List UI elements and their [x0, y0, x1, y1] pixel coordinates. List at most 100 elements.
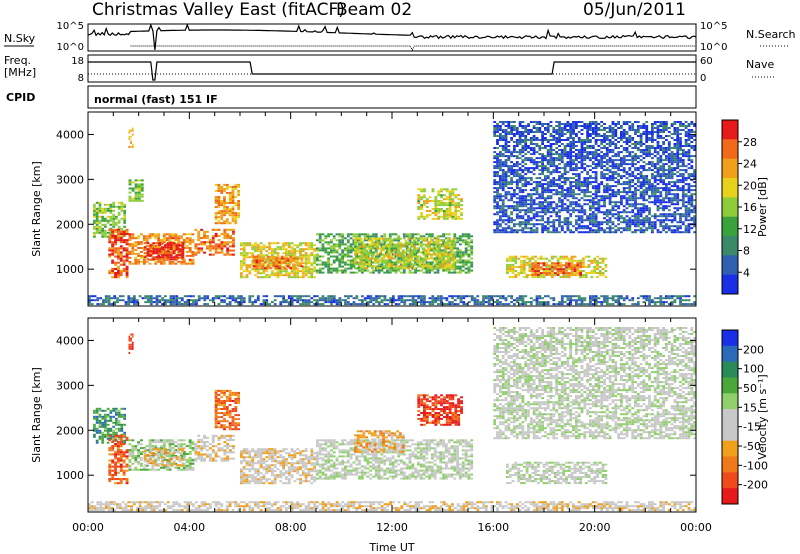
heatmap-cell — [642, 123, 646, 125]
heatmap-cell — [467, 255, 471, 258]
heatmap-cell — [255, 267, 259, 270]
heatmap-cell — [428, 210, 432, 212]
heatmap-cell — [555, 229, 559, 232]
heatmap-cell — [541, 141, 544, 143]
heatmap-cell — [493, 229, 497, 232]
heatmap-cell — [231, 202, 235, 204]
heatmap-cell — [122, 239, 126, 242]
heatmap-cell — [521, 165, 525, 168]
heatmap-cell — [552, 189, 556, 192]
heatmap-cell — [287, 254, 291, 257]
heatmap-cell — [560, 123, 564, 125]
heatmap-cell — [158, 252, 162, 255]
heatmap-cell — [417, 196, 421, 199]
heatmap-cell — [231, 194, 235, 196]
heatmap-cell — [265, 254, 269, 257]
heatmap-cell — [115, 223, 118, 226]
heatmap-cell — [541, 193, 544, 196]
heatmap-cell — [504, 195, 508, 198]
heatmap-cell — [598, 274, 602, 277]
heatmap-cell — [454, 204, 458, 207]
heatmap-cell — [307, 276, 311, 279]
heatmap-cell — [549, 165, 553, 168]
heatmap-cell — [651, 191, 654, 194]
heatmap-cell — [605, 195, 609, 198]
heatmap-cell — [122, 263, 126, 266]
heatmap-cell — [545, 265, 549, 268]
heatmap-cell — [611, 195, 615, 198]
heatmap-cell — [370, 239, 374, 242]
heatmap-cell — [441, 259, 445, 262]
heatmap-cell — [597, 227, 601, 230]
heatmap-cell — [286, 259, 290, 262]
heatmap-cell — [143, 242, 147, 245]
heatmap-cell — [282, 266, 285, 269]
heatmap-cell — [263, 267, 267, 270]
heatmap-cell — [125, 230, 129, 233]
heatmap-cell — [258, 261, 262, 264]
heatmap-cell — [532, 225, 536, 228]
heatmap-cell — [134, 245, 138, 247]
heatmap-cell — [539, 266, 543, 269]
heatmap-cell — [521, 139, 525, 141]
heatmap-cell — [518, 135, 522, 137]
heatmap-cell — [440, 204, 443, 207]
heatmap-cell — [119, 259, 123, 262]
heatmap-cell — [563, 177, 567, 180]
heatmap-cell — [575, 227, 578, 230]
heatmap-cell — [327, 269, 330, 272]
heatmap-cell — [608, 231, 612, 234]
heatmap-cell — [603, 191, 606, 194]
heatmap-cell — [461, 263, 465, 266]
heatmap-cell — [307, 246, 311, 249]
heatmap-cell — [659, 195, 663, 198]
heatmap-cell — [565, 262, 568, 265]
heatmap-cell — [310, 272, 314, 275]
heatmap-cell — [499, 185, 502, 188]
heatmap-cell — [651, 139, 654, 141]
heatmap-cell — [382, 257, 385, 260]
heatmap-cell — [420, 196, 424, 199]
heatmap-cell — [532, 229, 536, 232]
heatmap-cell — [452, 237, 456, 240]
heatmap-cell — [461, 265, 465, 268]
heatmap-cell — [354, 261, 357, 264]
heatmap-cell — [279, 264, 283, 267]
heatmap-cell — [301, 248, 305, 251]
heatmap-cell — [360, 251, 364, 254]
heatmap-cell — [237, 194, 240, 196]
heatmap-cell — [304, 268, 308, 271]
heatmap-cell — [611, 149, 615, 151]
heatmap-cell — [549, 231, 553, 234]
heatmap-cell — [583, 127, 587, 129]
heatmap-cell — [511, 265, 515, 268]
heatmap-cell — [321, 261, 325, 264]
heatmap-cell — [359, 249, 363, 252]
heatmap-cell — [418, 251, 422, 254]
heatmap-cell — [634, 143, 637, 145]
heatmap-cell — [620, 231, 623, 234]
heatmap-cell — [499, 153, 502, 156]
heatmap-cell — [93, 205, 96, 208]
heatmap-cell — [142, 254, 146, 257]
heatmap-cell — [510, 171, 513, 174]
heatmap-cell — [346, 267, 350, 270]
heatmap-cell — [525, 263, 529, 266]
heatmap-cell — [501, 153, 505, 156]
heatmap-cell — [642, 149, 646, 151]
cpid-text: normal (fast) 151 IF — [94, 93, 218, 106]
heatmap-cell — [614, 191, 618, 194]
heatmap-cell — [501, 213, 505, 216]
heatmap-cell — [228, 200, 232, 202]
heatmap-cell — [259, 242, 263, 245]
heatmap-cell — [467, 253, 471, 256]
heatmap-cell — [501, 195, 505, 198]
heatmap-cell — [434, 213, 438, 216]
heatmap-cell — [217, 204, 221, 207]
heatmap-cell — [387, 265, 391, 268]
heatmap-cell — [534, 264, 537, 267]
heatmap-cell — [566, 211, 570, 214]
heatmap-cell — [410, 255, 414, 258]
heatmap-cell — [565, 266, 568, 269]
heatmap-cell — [549, 143, 553, 145]
